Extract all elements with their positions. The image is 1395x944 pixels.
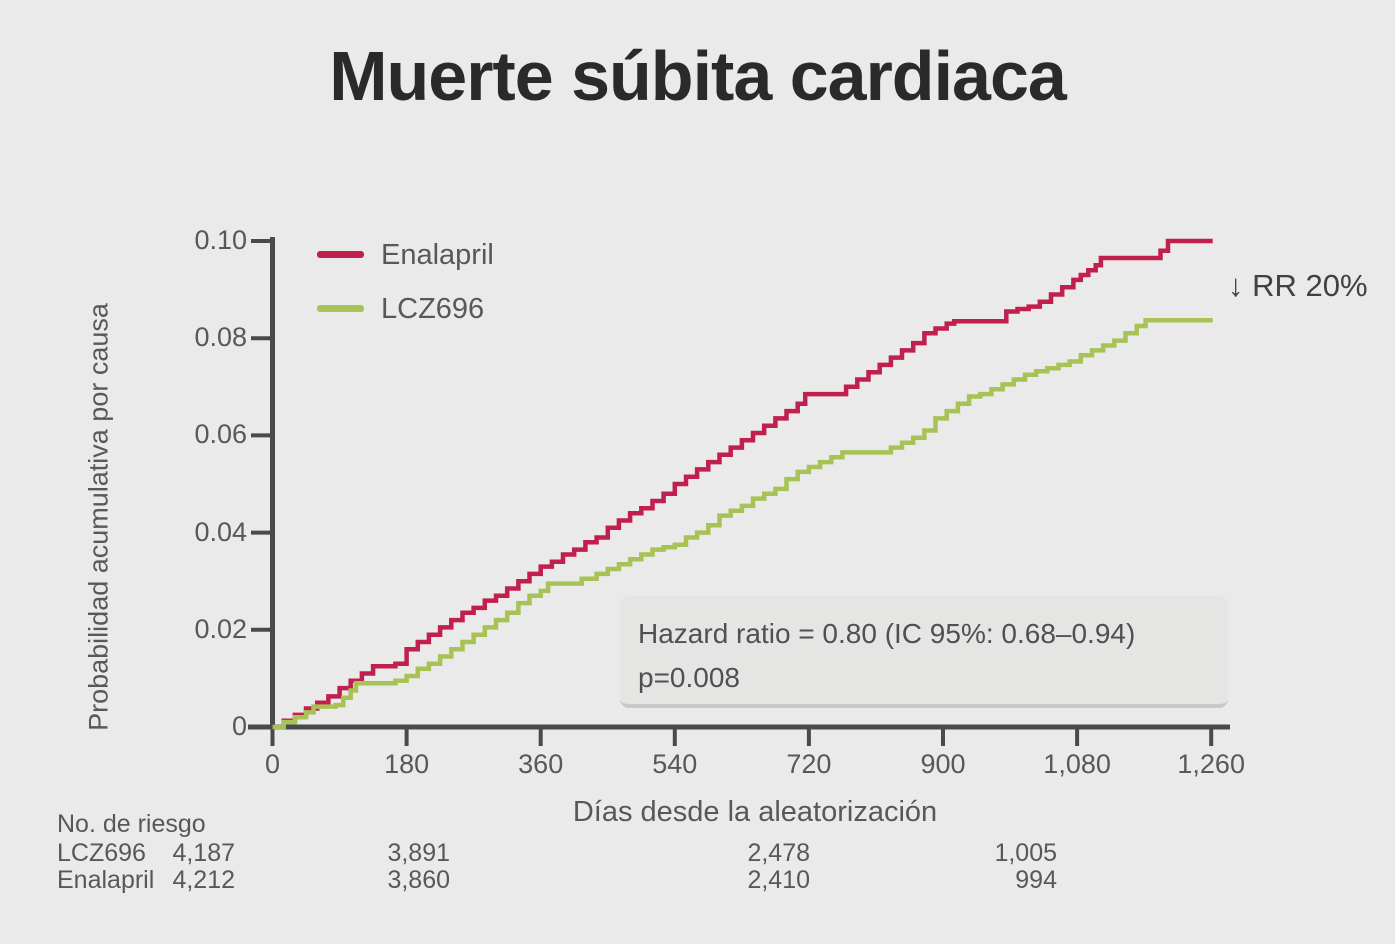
- p-value-text: p=0.008: [638, 662, 740, 693]
- x-tick-label: 0: [264, 749, 281, 779]
- y-tick-label: 0: [231, 711, 247, 741]
- y-tick-label: 0.06: [194, 419, 247, 450]
- hazard-ratio-text: Hazard ratio = 0.80 (IC 95%: 0.68–0.94): [638, 618, 1136, 649]
- risk-cell: 994: [1015, 866, 1057, 894]
- x-tick-label: 1,260: [1177, 749, 1245, 779]
- risk-cell: 2,478: [747, 839, 810, 867]
- rr-reduction-label: ↓ RR 20%: [1228, 268, 1368, 303]
- survival-curves: [272, 238, 1213, 730]
- axes: [248, 237, 1230, 746]
- risk-row-label: Enalapril: [57, 866, 155, 894]
- risk-table-header: No. de riesgo: [57, 810, 206, 838]
- legend-label-enalapril: Enalapril: [381, 239, 494, 271]
- risk-cell: 1,005: [994, 839, 1057, 867]
- risk-cell: 2,410: [747, 866, 810, 894]
- x-tick-label: 1,080: [1043, 749, 1111, 779]
- legend-swatch-enalapril: [317, 251, 364, 258]
- risk-cell: 4,212: [172, 866, 235, 894]
- y-tick-label: 0.02: [194, 613, 247, 644]
- y-tick-label: 0.08: [194, 322, 247, 353]
- page-title: Muerte súbita cardiaca: [329, 37, 1067, 115]
- x-tick-label: 360: [518, 749, 564, 779]
- x-axis-title: Días desde la aleatorización: [572, 796, 938, 828]
- risk-cell: 4,187: [172, 839, 235, 867]
- y-tick-label: 0.04: [194, 516, 247, 547]
- legend-label-lcz696: LCZ696: [381, 293, 485, 325]
- hazard-ratio-box: Hazard ratio = 0.80 (IC 95%: 0.68–0.94) …: [620, 596, 1228, 708]
- x-tick-label: 900: [920, 749, 966, 779]
- y-axis-title: Probabilidad acumulativa por causa: [83, 303, 114, 731]
- x-tick-label: 540: [652, 749, 698, 779]
- risk-cell: 3,860: [387, 866, 450, 894]
- x-tick-label: 720: [786, 749, 832, 779]
- risk-cell: 3,891: [387, 839, 450, 867]
- curve-lcz696: [272, 317, 1213, 730]
- curve-enalapril: [272, 238, 1213, 730]
- y-tick-label: 0.10: [194, 225, 247, 255]
- legend-swatch-lcz696: [317, 305, 364, 312]
- x-tick-label: 180: [384, 749, 430, 779]
- risk-row-label: LCZ696: [57, 839, 146, 867]
